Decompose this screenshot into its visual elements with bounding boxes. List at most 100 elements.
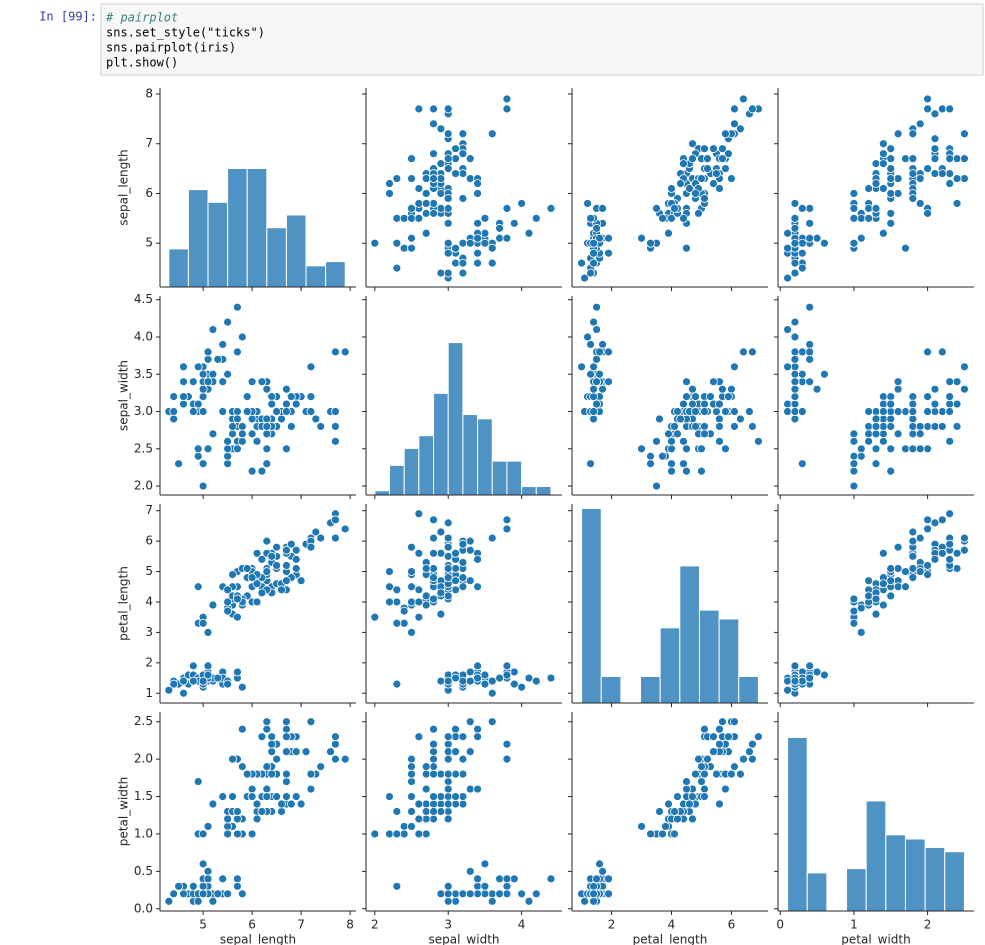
scatter-point xyxy=(414,104,424,114)
histogram-bar xyxy=(187,189,209,288)
histogram-bar xyxy=(718,618,740,704)
y-tick-label: 7 xyxy=(145,503,153,517)
panel xyxy=(362,296,562,499)
scatter-point xyxy=(233,302,242,312)
scatter-point xyxy=(451,732,460,742)
scatter-point xyxy=(242,392,252,402)
scatter-point xyxy=(340,347,350,357)
scatter-point xyxy=(291,545,301,555)
scatter-point xyxy=(805,347,815,357)
scatter-point xyxy=(812,233,822,243)
scatter-point xyxy=(458,258,468,268)
scatter-point xyxy=(685,799,694,809)
scatter-point xyxy=(282,399,291,409)
scatter-point xyxy=(399,618,409,628)
scatter-point xyxy=(886,164,896,173)
scatter-point xyxy=(465,747,475,757)
scatter-point xyxy=(443,747,453,757)
histogram-bar xyxy=(168,248,189,288)
scatter-point xyxy=(370,612,380,622)
panel: 0.0 0.5 1.0 1.5 2.0 2.5 5 6 7 8 xyxy=(134,712,356,932)
scatter-point xyxy=(694,208,703,218)
scatter-point xyxy=(700,422,709,431)
scatter-point xyxy=(198,618,208,628)
scatter-point xyxy=(429,762,438,772)
scatter-point xyxy=(667,436,676,446)
scatter-point xyxy=(203,822,213,831)
scatter-point xyxy=(595,233,604,243)
scatter-point xyxy=(908,414,918,424)
scatter-point xyxy=(267,747,277,757)
scatter-point xyxy=(652,436,661,446)
scatter-point xyxy=(724,392,733,402)
scatter-point xyxy=(208,369,218,379)
scatter-point xyxy=(592,874,601,884)
scatter-point xyxy=(465,889,475,899)
histogram-bar xyxy=(581,507,602,704)
scatter-point xyxy=(682,243,691,253)
scatter-point xyxy=(748,422,757,431)
scatter-point xyxy=(473,889,482,899)
histogram-bar xyxy=(447,342,464,496)
scatter-point xyxy=(646,459,655,469)
y-tick-label: 3 xyxy=(145,625,153,639)
scatter-point xyxy=(291,564,301,573)
scatter-point xyxy=(399,829,409,839)
scatter-point xyxy=(188,676,198,686)
scatter-point xyxy=(721,784,730,794)
scatter-point xyxy=(712,769,721,779)
scatter-point xyxy=(436,769,446,779)
scatter-point xyxy=(272,754,282,764)
scatter-point xyxy=(473,732,482,742)
y-tick-label: 1.5 xyxy=(134,789,153,803)
scatter-point xyxy=(429,814,438,824)
scatter-point xyxy=(429,515,438,525)
scatter-point xyxy=(443,732,453,742)
scatter-point xyxy=(871,609,881,619)
scatter-point xyxy=(188,661,198,671)
scatter-point xyxy=(546,673,556,683)
scatter-point xyxy=(945,554,955,564)
scatter-point xyxy=(670,203,679,213)
scatter-point xyxy=(893,174,903,183)
y-tick-label: 6 xyxy=(145,534,153,548)
scatter-point xyxy=(682,392,691,402)
scatter-point xyxy=(915,199,925,208)
scatter-point xyxy=(267,392,277,402)
scatter-point xyxy=(688,814,697,824)
scatter-point xyxy=(790,347,800,357)
scatter-point xyxy=(952,548,962,558)
scatter-point xyxy=(198,859,208,869)
histogram-bar xyxy=(865,800,887,912)
scatter-point xyxy=(458,799,468,809)
x-axis-label: sepal_length xyxy=(220,933,296,945)
scatter-point xyxy=(480,679,490,689)
scatter-point xyxy=(691,407,700,416)
scatter-point xyxy=(487,243,497,253)
scatter-point xyxy=(805,377,815,387)
scatter-point xyxy=(849,466,859,476)
scatter-point xyxy=(458,792,468,801)
scatter-point xyxy=(797,238,807,248)
scatter-point xyxy=(915,429,925,439)
scatter-point xyxy=(399,243,409,253)
scatter-point xyxy=(429,769,438,779)
scatter-point xyxy=(443,129,453,139)
scatter-point xyxy=(589,248,598,258)
scatter-point xyxy=(930,399,940,409)
scatter-point xyxy=(473,724,482,734)
x-axis-label: sepal_width xyxy=(428,933,499,945)
y-tick-label: 2 xyxy=(145,655,153,669)
scatter-point xyxy=(436,548,446,558)
scatter-point xyxy=(429,792,438,801)
scatter-point xyxy=(604,889,613,899)
scatter-point xyxy=(451,673,460,683)
scatter-point xyxy=(661,822,670,831)
scatter-point xyxy=(443,896,453,906)
scatter-point xyxy=(414,213,424,223)
scatter-point xyxy=(923,392,932,402)
code-cell[interactable] xyxy=(100,3,984,76)
scatter-point xyxy=(414,732,424,742)
scatter-point xyxy=(797,369,807,379)
scatter-point xyxy=(790,369,800,379)
